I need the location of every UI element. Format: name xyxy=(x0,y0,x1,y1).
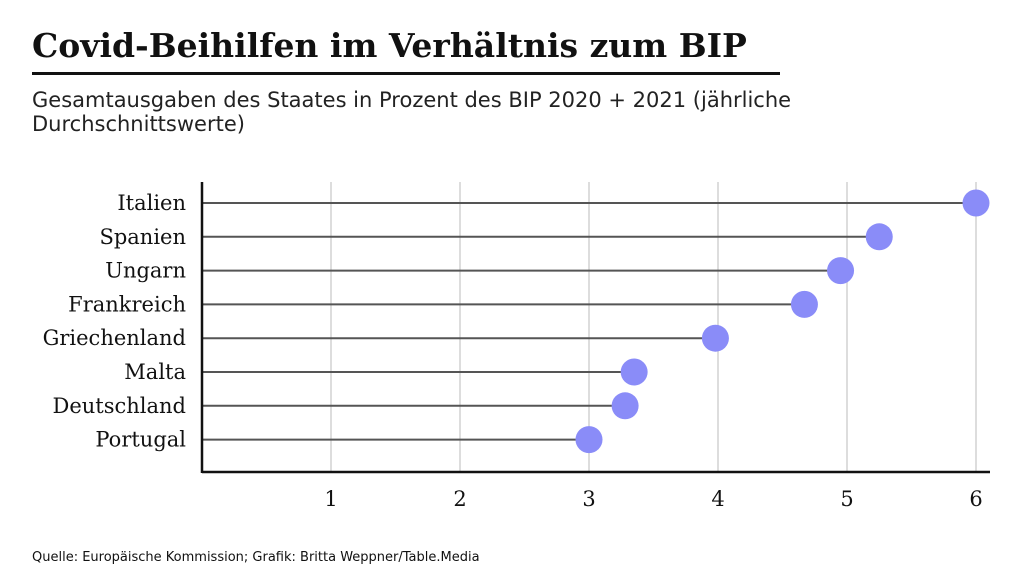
label-layer: 1 2 3 4 5 6 Italien Spanien Ungarn Frankreich Grie… xyxy=(43,191,983,511)
category-label: Ungarn xyxy=(105,259,186,283)
dot-malta xyxy=(620,358,648,386)
category-label: Deutschland xyxy=(53,394,187,418)
dot-ungarn xyxy=(827,257,855,285)
chart-title: Covid-Beihilfen im Verhältnis zum BIP xyxy=(32,26,747,65)
dot-spanien xyxy=(865,223,893,251)
category-label: Italien xyxy=(117,191,186,215)
category-label: Griechenland xyxy=(43,326,186,350)
title-underline xyxy=(32,72,780,75)
dot-frankreich xyxy=(790,290,818,318)
x-tick-label: 2 xyxy=(453,487,466,511)
source-note: Quelle: Europäische Kommission; Grafik: … xyxy=(32,550,480,565)
dot-portugal xyxy=(575,426,603,454)
dot-griechenland xyxy=(701,324,729,352)
category-label: Malta xyxy=(124,360,186,384)
category-label: Frankreich xyxy=(68,292,186,316)
x-tick-label: 1 xyxy=(324,487,337,511)
axis-layer xyxy=(200,182,990,474)
x-tick-label: 6 xyxy=(969,487,982,511)
dot-layer xyxy=(575,189,990,454)
chart-subtitle: Gesamtausgaben des Staates in Prozent de… xyxy=(32,88,792,136)
stem-layer xyxy=(202,202,976,441)
x-tick-label: 5 xyxy=(840,487,853,511)
x-tick-label: 4 xyxy=(711,487,724,511)
dot-italien xyxy=(962,189,990,217)
category-label: Spanien xyxy=(99,225,186,249)
x-tick-label: 3 xyxy=(582,487,595,511)
dot-deutschland xyxy=(611,392,639,420)
category-label: Portugal xyxy=(95,428,186,452)
